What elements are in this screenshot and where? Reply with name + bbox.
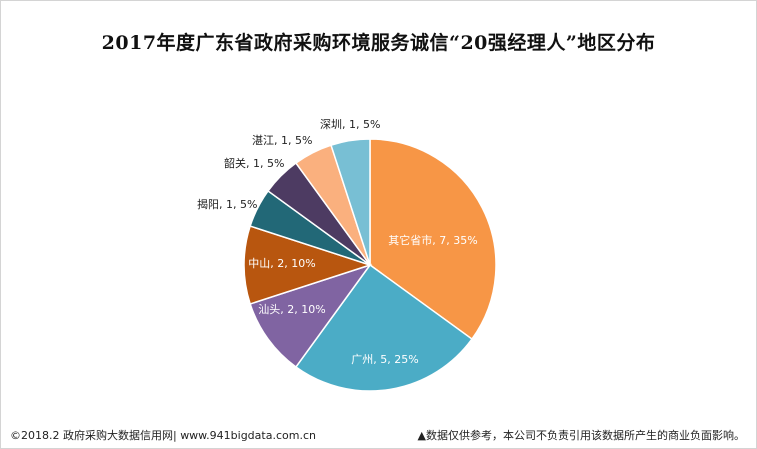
pie-slice-8 xyxy=(330,138,371,266)
slice-label-6: 韶关, 1, 5% xyxy=(224,156,284,170)
pie-slice-3 xyxy=(249,263,372,368)
slice-label-8: 深圳, 1, 5% xyxy=(320,118,380,131)
pie-slice-2 xyxy=(294,263,473,392)
slice-label-1: 其它省市, 7, 35% xyxy=(388,233,477,247)
pie-slice-4 xyxy=(243,225,373,305)
slice-label-4: 中山, 2, 10% xyxy=(248,257,315,270)
pie-slice-1 xyxy=(369,138,497,341)
footer-disclaimer: ▲数据仅供参考，本公司不负责引用该数据所产生的商业负面影响。 xyxy=(417,429,745,442)
slice-label-2: 广州, 5, 25% xyxy=(351,353,418,366)
slice-label-3: 汕头, 2, 10% xyxy=(258,303,325,316)
slice-label-5: 揭阳, 1, 5% xyxy=(197,197,257,211)
footer-source: ©2018.2 政府采购大数据信用网| www.941bigdata.com.c… xyxy=(10,429,316,442)
slice-label-7: 湛江, 1, 5% xyxy=(252,134,312,147)
chart-title: 2017年度广东省政府采购环境服务诚信“20强经理人”地区分布 xyxy=(101,32,656,54)
